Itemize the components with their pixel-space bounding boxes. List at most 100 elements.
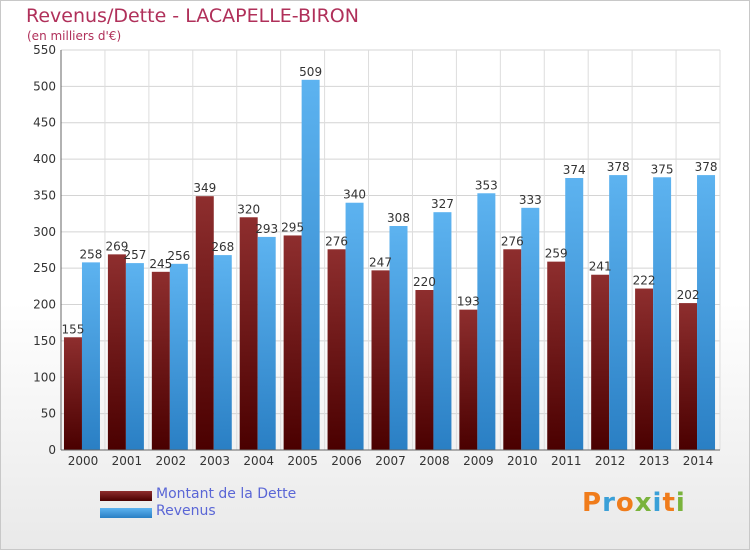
data-label-debt: 193	[457, 295, 480, 309]
data-labels: 155 269 245 349 320 295 276 247 220 193 276 259 241 2…	[62, 65, 718, 336]
legend-swatch-debt	[100, 491, 152, 501]
logo-letter: i	[652, 488, 663, 518]
bar-debt	[679, 303, 698, 450]
x-tick-label: 2010	[507, 454, 538, 468]
x-tick-label: 2013	[639, 454, 670, 468]
data-label-debt: 349	[193, 181, 216, 195]
bars	[63, 79, 716, 451]
data-label-revenus: 378	[607, 160, 630, 174]
logo-letter: t	[662, 488, 676, 518]
data-label-debt: 202	[677, 288, 700, 302]
bar-revenus	[389, 226, 408, 450]
y-tick-label: 350	[33, 188, 56, 202]
bar-debt	[547, 261, 566, 450]
y-tick-label: 300	[33, 225, 56, 239]
y-tick-label: 200	[33, 298, 56, 312]
bar-debt	[327, 249, 346, 450]
data-label-revenus: 257	[123, 248, 146, 262]
y-tick-label: 100	[33, 370, 56, 384]
bar-debt	[239, 217, 258, 450]
data-label-revenus: 268	[211, 240, 234, 254]
bar-revenus	[125, 263, 144, 450]
data-label-revenus: 340	[343, 188, 366, 202]
bar-debt	[371, 270, 390, 450]
bar-revenus	[697, 175, 716, 450]
x-tick-label: 2009	[463, 454, 494, 468]
proxiti-logo: Proxiti	[582, 488, 686, 518]
data-label-debt: 276	[325, 234, 348, 248]
bar-revenus	[653, 177, 672, 451]
data-label-debt: 220	[413, 275, 436, 289]
legend-label-debt: Montant de la Dette	[156, 486, 297, 502]
y-tick-label: 0	[48, 443, 56, 457]
data-label-revenus: 353	[475, 178, 498, 192]
bar-debt	[63, 337, 82, 450]
bar-debt	[195, 196, 214, 450]
x-tick-label: 2002	[156, 454, 187, 468]
chart-title: Revenus/Dette - LACAPELLE-BIRON	[26, 5, 359, 27]
data-label-debt: 259	[545, 247, 568, 261]
logo-letter: x	[634, 488, 653, 518]
legend-label-revenus: Revenus	[156, 503, 216, 519]
data-label-debt: 320	[237, 202, 260, 216]
data-label-debt: 295	[281, 220, 304, 234]
bar-debt	[635, 288, 654, 450]
data-label-revenus: 375	[651, 162, 674, 176]
bar-revenus	[169, 263, 188, 450]
chart-subtitle: (en milliers d'€)	[27, 29, 122, 43]
y-tick-label: 450	[33, 116, 56, 130]
x-tick-label: 2012	[595, 454, 626, 468]
x-tick-label: 2006	[331, 454, 362, 468]
x-tick-label: 2008	[419, 454, 450, 468]
bar-revenus	[477, 193, 496, 451]
y-tick-label: 400	[33, 152, 56, 166]
data-label-revenus: 256	[167, 249, 190, 263]
data-label-debt: 241	[589, 260, 612, 274]
y-tick-label: 500	[33, 79, 56, 93]
x-tick-label: 2004	[243, 454, 274, 468]
bar-revenus	[609, 175, 628, 450]
data-label-revenus: 327	[431, 197, 454, 211]
logo-letter: i	[675, 488, 686, 518]
x-tick-label: 2005	[287, 454, 318, 468]
y-tick-label: 150	[33, 334, 56, 348]
data-label-revenus: 333	[519, 193, 542, 207]
data-label-debt: 155	[62, 322, 85, 336]
data-label-debt: 245	[149, 257, 172, 271]
data-label-revenus: 308	[387, 211, 410, 225]
y-tick-label: 550	[33, 43, 56, 57]
x-tick-label: 2007	[375, 454, 406, 468]
y-tick-label: 250	[33, 261, 56, 275]
bar-debt	[107, 254, 126, 450]
data-label-revenus: 374	[563, 163, 586, 177]
data-label-revenus: 293	[255, 222, 278, 236]
x-tick-label: 2000	[68, 454, 99, 468]
logo-letter: P	[582, 488, 603, 518]
legend-swatch-revenus	[100, 508, 152, 518]
data-label-revenus: 509	[299, 65, 322, 79]
logo-letter: o	[615, 488, 635, 518]
data-label-debt: 269	[105, 239, 128, 253]
bar-debt	[415, 290, 434, 450]
axes: 0 50 100 150 200 250 300 350 400 450 500 550 2000 200…	[33, 43, 720, 468]
x-tick-label: 2011	[551, 454, 582, 468]
bar-revenus	[565, 178, 584, 450]
bar-revenus	[81, 262, 100, 450]
bar-revenus	[301, 79, 320, 451]
data-label-revenus: 258	[80, 247, 103, 261]
logo-letter: r	[602, 488, 616, 518]
bar-debt	[151, 271, 170, 450]
data-label-debt: 222	[633, 274, 656, 288]
bar-debt	[591, 274, 610, 450]
bar-revenus	[257, 236, 276, 450]
x-tick-label: 2001	[112, 454, 143, 468]
data-label-debt: 276	[501, 234, 524, 248]
x-tick-label: 2014	[683, 454, 714, 468]
data-label-revenus: 378	[695, 160, 718, 174]
bar-debt	[503, 249, 522, 450]
y-tick-label: 50	[41, 407, 56, 421]
bar-revenus	[213, 255, 232, 450]
x-tick-label: 2003	[199, 454, 230, 468]
data-label-debt: 247	[369, 255, 392, 269]
